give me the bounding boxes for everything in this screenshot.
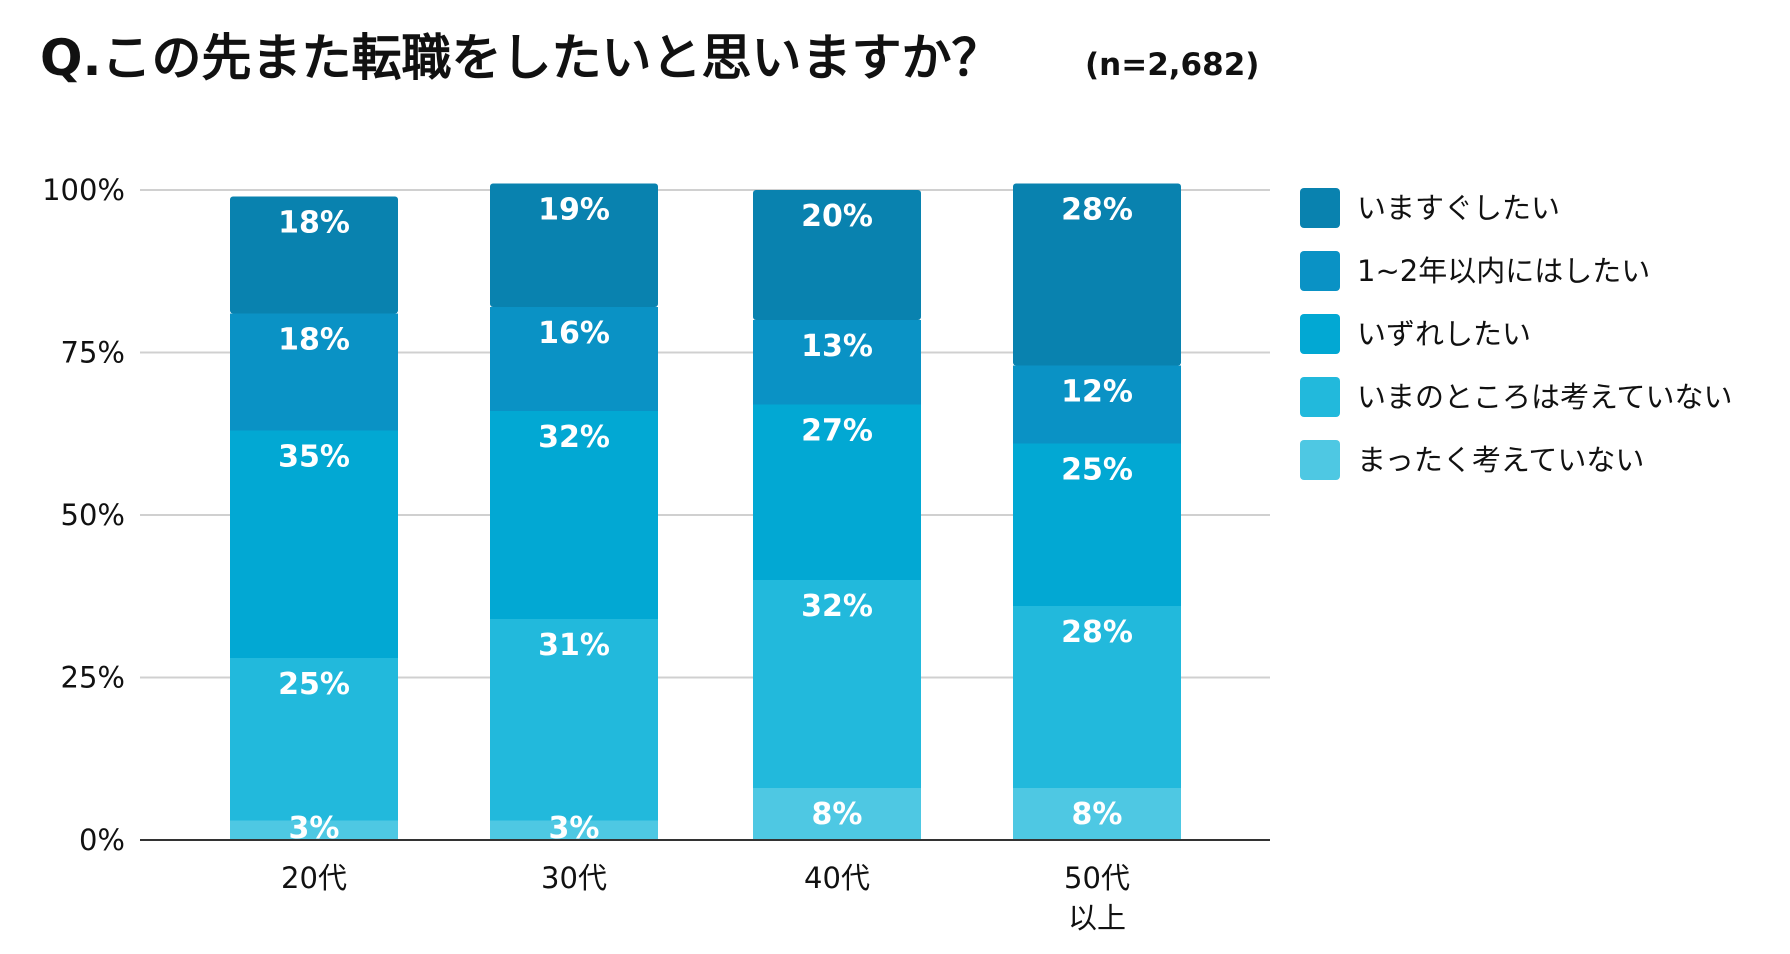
x-tick-label: 30代 [541,861,607,895]
data-label: 27% [801,414,873,449]
legend-swatch [1300,314,1340,354]
bar-segment [490,619,658,821]
data-label: 28% [1061,615,1133,650]
bar-segment [753,580,921,788]
bar-segment [1013,443,1181,606]
data-label: 25% [278,667,350,702]
data-label: 20% [801,199,873,234]
legend-swatch [1300,251,1340,291]
data-label: 16% [538,316,610,351]
y-tick-label: 100% [42,173,125,207]
bar-segment [230,430,398,658]
legend-label: 1~2年以内にはしたい [1357,254,1650,288]
data-label: 32% [538,420,610,455]
bar-segment [753,788,921,840]
bar-segment [1013,788,1181,840]
data-label: 19% [538,193,610,228]
y-tick-label: 0% [79,823,125,857]
bar-segment [490,183,658,307]
y-tick-label: 25% [61,661,125,695]
data-label: 13% [801,329,873,364]
x-tick-label: 20代 [281,861,347,895]
data-label: 35% [278,440,350,475]
data-label: 25% [1061,453,1133,488]
data-label: 18% [278,323,350,358]
legend-swatch [1300,377,1340,417]
legend-label: いますぐしたい [1357,191,1560,225]
legend-swatch [1300,440,1340,480]
bar-segment [1013,183,1181,366]
bar-segment [753,190,921,320]
data-label: 18% [278,206,350,241]
chart-subtitle: (n=2,682) [1085,47,1259,83]
legend-label: まったく考えていない [1357,443,1644,477]
data-labels: 3%25%35%18%18%3%31%32%16%19%8%32%27%13%2… [278,193,1133,847]
x-tick-label: 以上 [1068,901,1126,935]
bar-segment [230,196,398,314]
bar-segment [230,313,398,431]
data-label: 28% [1061,193,1133,228]
legend-label: いまのところは考えていない [1357,380,1733,414]
y-tick-label: 50% [61,498,125,532]
bar-segment [1013,365,1181,444]
data-label: 12% [1061,375,1133,410]
bar-segment [230,658,398,821]
data-label: 8% [812,797,863,832]
x-tick-label: 50代 [1064,861,1130,895]
legend: いますぐしたい 1~2年以内にはしたいいずれしたいいまのところは考えていないまった… [1300,188,1733,480]
bar-segment [230,820,398,840]
bars [230,183,1181,840]
data-label: 8% [1072,797,1123,832]
bar-segment [490,411,658,619]
legend-swatch [1300,188,1340,228]
chart-title: Q.この先また転職をしたいと思いますか？ [40,29,1002,87]
bar-segment [753,404,921,580]
x-tick-label: 40代 [804,861,870,895]
bar-segment [490,820,658,840]
bar-segment [753,320,921,405]
y-tick-label: 75% [61,336,125,370]
legend-label: いずれしたい [1357,317,1531,351]
data-label: 32% [801,589,873,624]
bar-segment [490,307,658,411]
data-label: 31% [538,628,610,663]
bar-segment [1013,606,1181,788]
